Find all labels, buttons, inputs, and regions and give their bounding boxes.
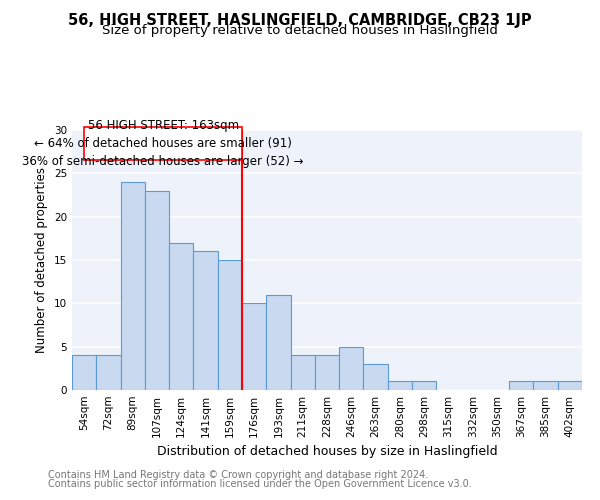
Text: Contains public sector information licensed under the Open Government Licence v3: Contains public sector information licen…: [48, 479, 472, 489]
Bar: [72, 356, 96, 390]
Bar: [96, 356, 121, 390]
Bar: [558, 382, 582, 390]
Bar: [509, 382, 533, 390]
Bar: [315, 356, 339, 390]
X-axis label: Distribution of detached houses by size in Haslingfield: Distribution of detached houses by size …: [157, 446, 497, 458]
Bar: [290, 356, 315, 390]
Bar: [242, 304, 266, 390]
Bar: [121, 182, 145, 390]
Text: 56 HIGH STREET: 163sqm
← 64% of detached houses are smaller (91)
36% of semi-det: 56 HIGH STREET: 163sqm ← 64% of detached…: [22, 120, 304, 168]
Bar: [218, 260, 242, 390]
FancyBboxPatch shape: [84, 128, 242, 160]
Bar: [169, 242, 193, 390]
Bar: [364, 364, 388, 390]
Y-axis label: Number of detached properties: Number of detached properties: [35, 167, 49, 353]
Bar: [193, 252, 218, 390]
Bar: [412, 382, 436, 390]
Text: 56, HIGH STREET, HASLINGFIELD, CAMBRIDGE, CB23 1JP: 56, HIGH STREET, HASLINGFIELD, CAMBRIDGE…: [68, 12, 532, 28]
Text: Contains HM Land Registry data © Crown copyright and database right 2024.: Contains HM Land Registry data © Crown c…: [48, 470, 428, 480]
Bar: [388, 382, 412, 390]
Text: Size of property relative to detached houses in Haslingfield: Size of property relative to detached ho…: [102, 24, 498, 37]
Bar: [145, 190, 169, 390]
Bar: [533, 382, 558, 390]
Bar: [339, 346, 364, 390]
Bar: [266, 294, 290, 390]
